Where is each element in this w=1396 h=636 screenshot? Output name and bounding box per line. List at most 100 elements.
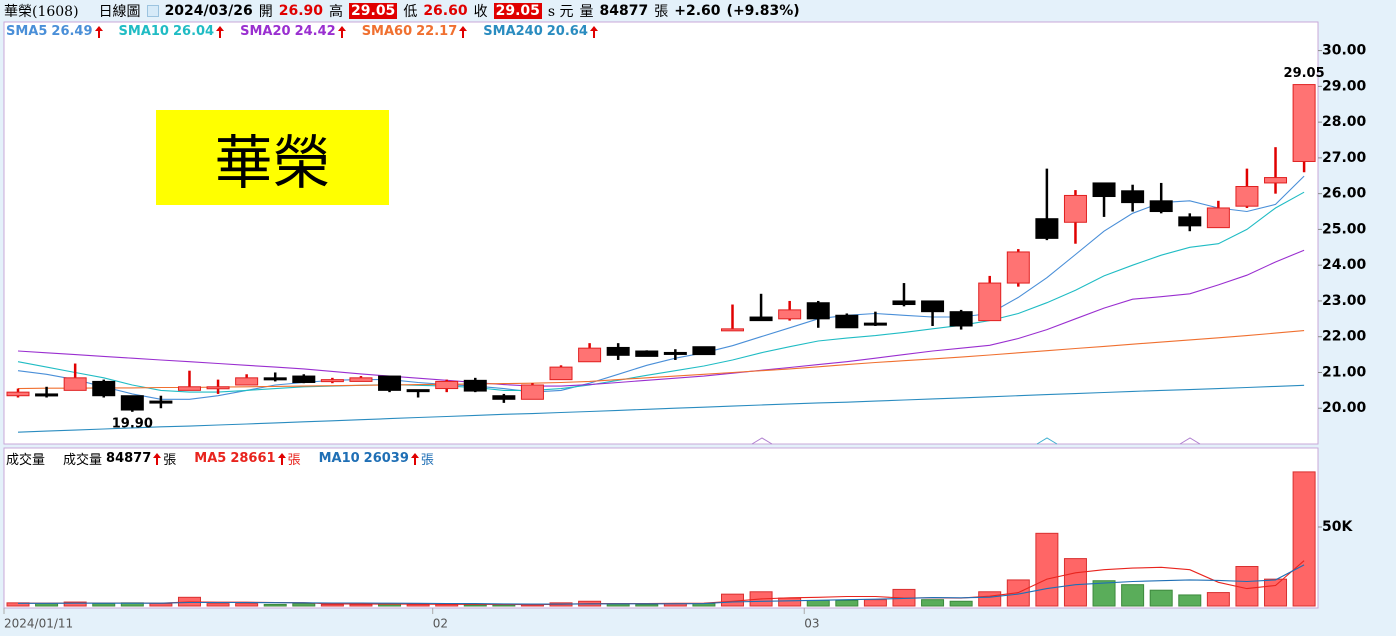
candle-body [292,375,316,383]
up-arrow [277,452,286,465]
change: +2.60 [674,3,721,19]
candle-body [435,380,459,390]
up-arrow [410,452,419,465]
volume-bar [635,603,659,607]
marker [1179,437,1201,445]
high-label: 29.05 [1284,66,1325,81]
legend-value: 20.64 [546,24,588,39]
y-tick-label: 29.00 [1322,78,1367,94]
candle-body [949,311,973,327]
volume-title: 成交量 [6,453,46,468]
y-tick-label: 30.00 [1322,43,1367,59]
candle-body [635,350,659,357]
volume-value: 84877 [599,3,649,19]
candle-body [1292,84,1316,162]
volume-label: 量 [579,4,594,20]
checkbox[interactable] [146,5,159,17]
arrow-shape [410,452,419,465]
legend-name: SMA20 [240,24,291,39]
volume-bar [721,593,744,607]
volume-bar [235,603,259,607]
candle-body [1092,182,1116,198]
legend-item: SMA60 22.17 [362,24,470,39]
candle-body [463,379,487,392]
legend-value: 26039 [363,451,409,466]
y-tick-label: 22.00 [1322,329,1367,345]
volume-bar [320,603,344,607]
candle-body [778,309,802,320]
volume-bar [1092,580,1116,607]
legend-item: SMA5 26.49 [6,24,105,39]
candle-body [63,377,87,391]
volume-bar [606,603,630,607]
volume-bar [1178,594,1202,607]
y-tick-label: 28.00 [1322,114,1367,130]
volume-bar [778,597,802,607]
candle-body [520,384,544,400]
ma-line [17,175,1305,400]
arrow-shape [337,25,346,38]
candle-body [578,347,602,363]
candle-body [806,302,830,320]
volume-ma-line [18,564,1305,605]
volume-bar [349,603,373,607]
ma-line [17,384,1305,433]
candle-body [149,400,173,404]
volume-bar [835,599,859,607]
volume-bar [1035,532,1059,607]
candle-body [263,377,287,381]
candle-body [749,316,773,322]
up-arrow [94,25,103,38]
legend-name: SMA5 [6,24,48,39]
candle-body [35,393,59,397]
arrow-shape [277,452,286,465]
volume-bar [63,601,87,607]
candle-body [235,377,259,386]
x-tick-label: 03 [804,617,819,631]
volume-bar [949,600,973,607]
legend-value: 26.49 [51,24,93,39]
volume-bar [292,603,316,607]
candle-body [378,375,402,391]
candle-body [663,351,687,355]
y-tick-label: 20.00 [1322,400,1367,416]
volume-bar [1063,558,1087,607]
y-tick-label: 25.00 [1322,221,1367,237]
candle-body [1006,251,1030,284]
candle-body [1264,177,1288,184]
candle-body [349,377,373,382]
candle-body [92,380,116,397]
volume-bar [978,591,1002,607]
ma-line [17,330,1305,390]
candle-body [320,379,344,383]
legend-name: SMA240 [483,24,543,39]
y-tick-label: 27.00 [1322,150,1367,166]
currency: s 元 [547,4,574,20]
up-arrow [153,452,162,465]
candle-body [120,395,144,411]
candle-body [1035,218,1059,239]
field-value: 26.90 [278,3,324,19]
volume-bar [92,603,116,607]
arrow-shape [216,25,225,38]
candle-body [835,314,859,329]
unit: 張 [654,4,669,20]
ma-line [17,249,1305,387]
arrow-shape [459,25,468,38]
field-label: 低 [403,4,418,20]
candle-body [721,328,744,332]
legend-item: SMA20 24.42 [240,24,348,39]
legend-value: 26.04 [172,24,215,39]
candle-body [177,386,201,391]
volume-bar [206,603,230,607]
volume-bar [806,599,830,607]
volume-bar [263,603,287,607]
x-tick-label: 02 [433,617,448,631]
ma-line [17,191,1305,393]
candle-body [406,389,430,393]
volume-panel [3,447,1319,609]
volume-bar [1292,471,1316,607]
legend-value: 24.42 [294,24,336,39]
